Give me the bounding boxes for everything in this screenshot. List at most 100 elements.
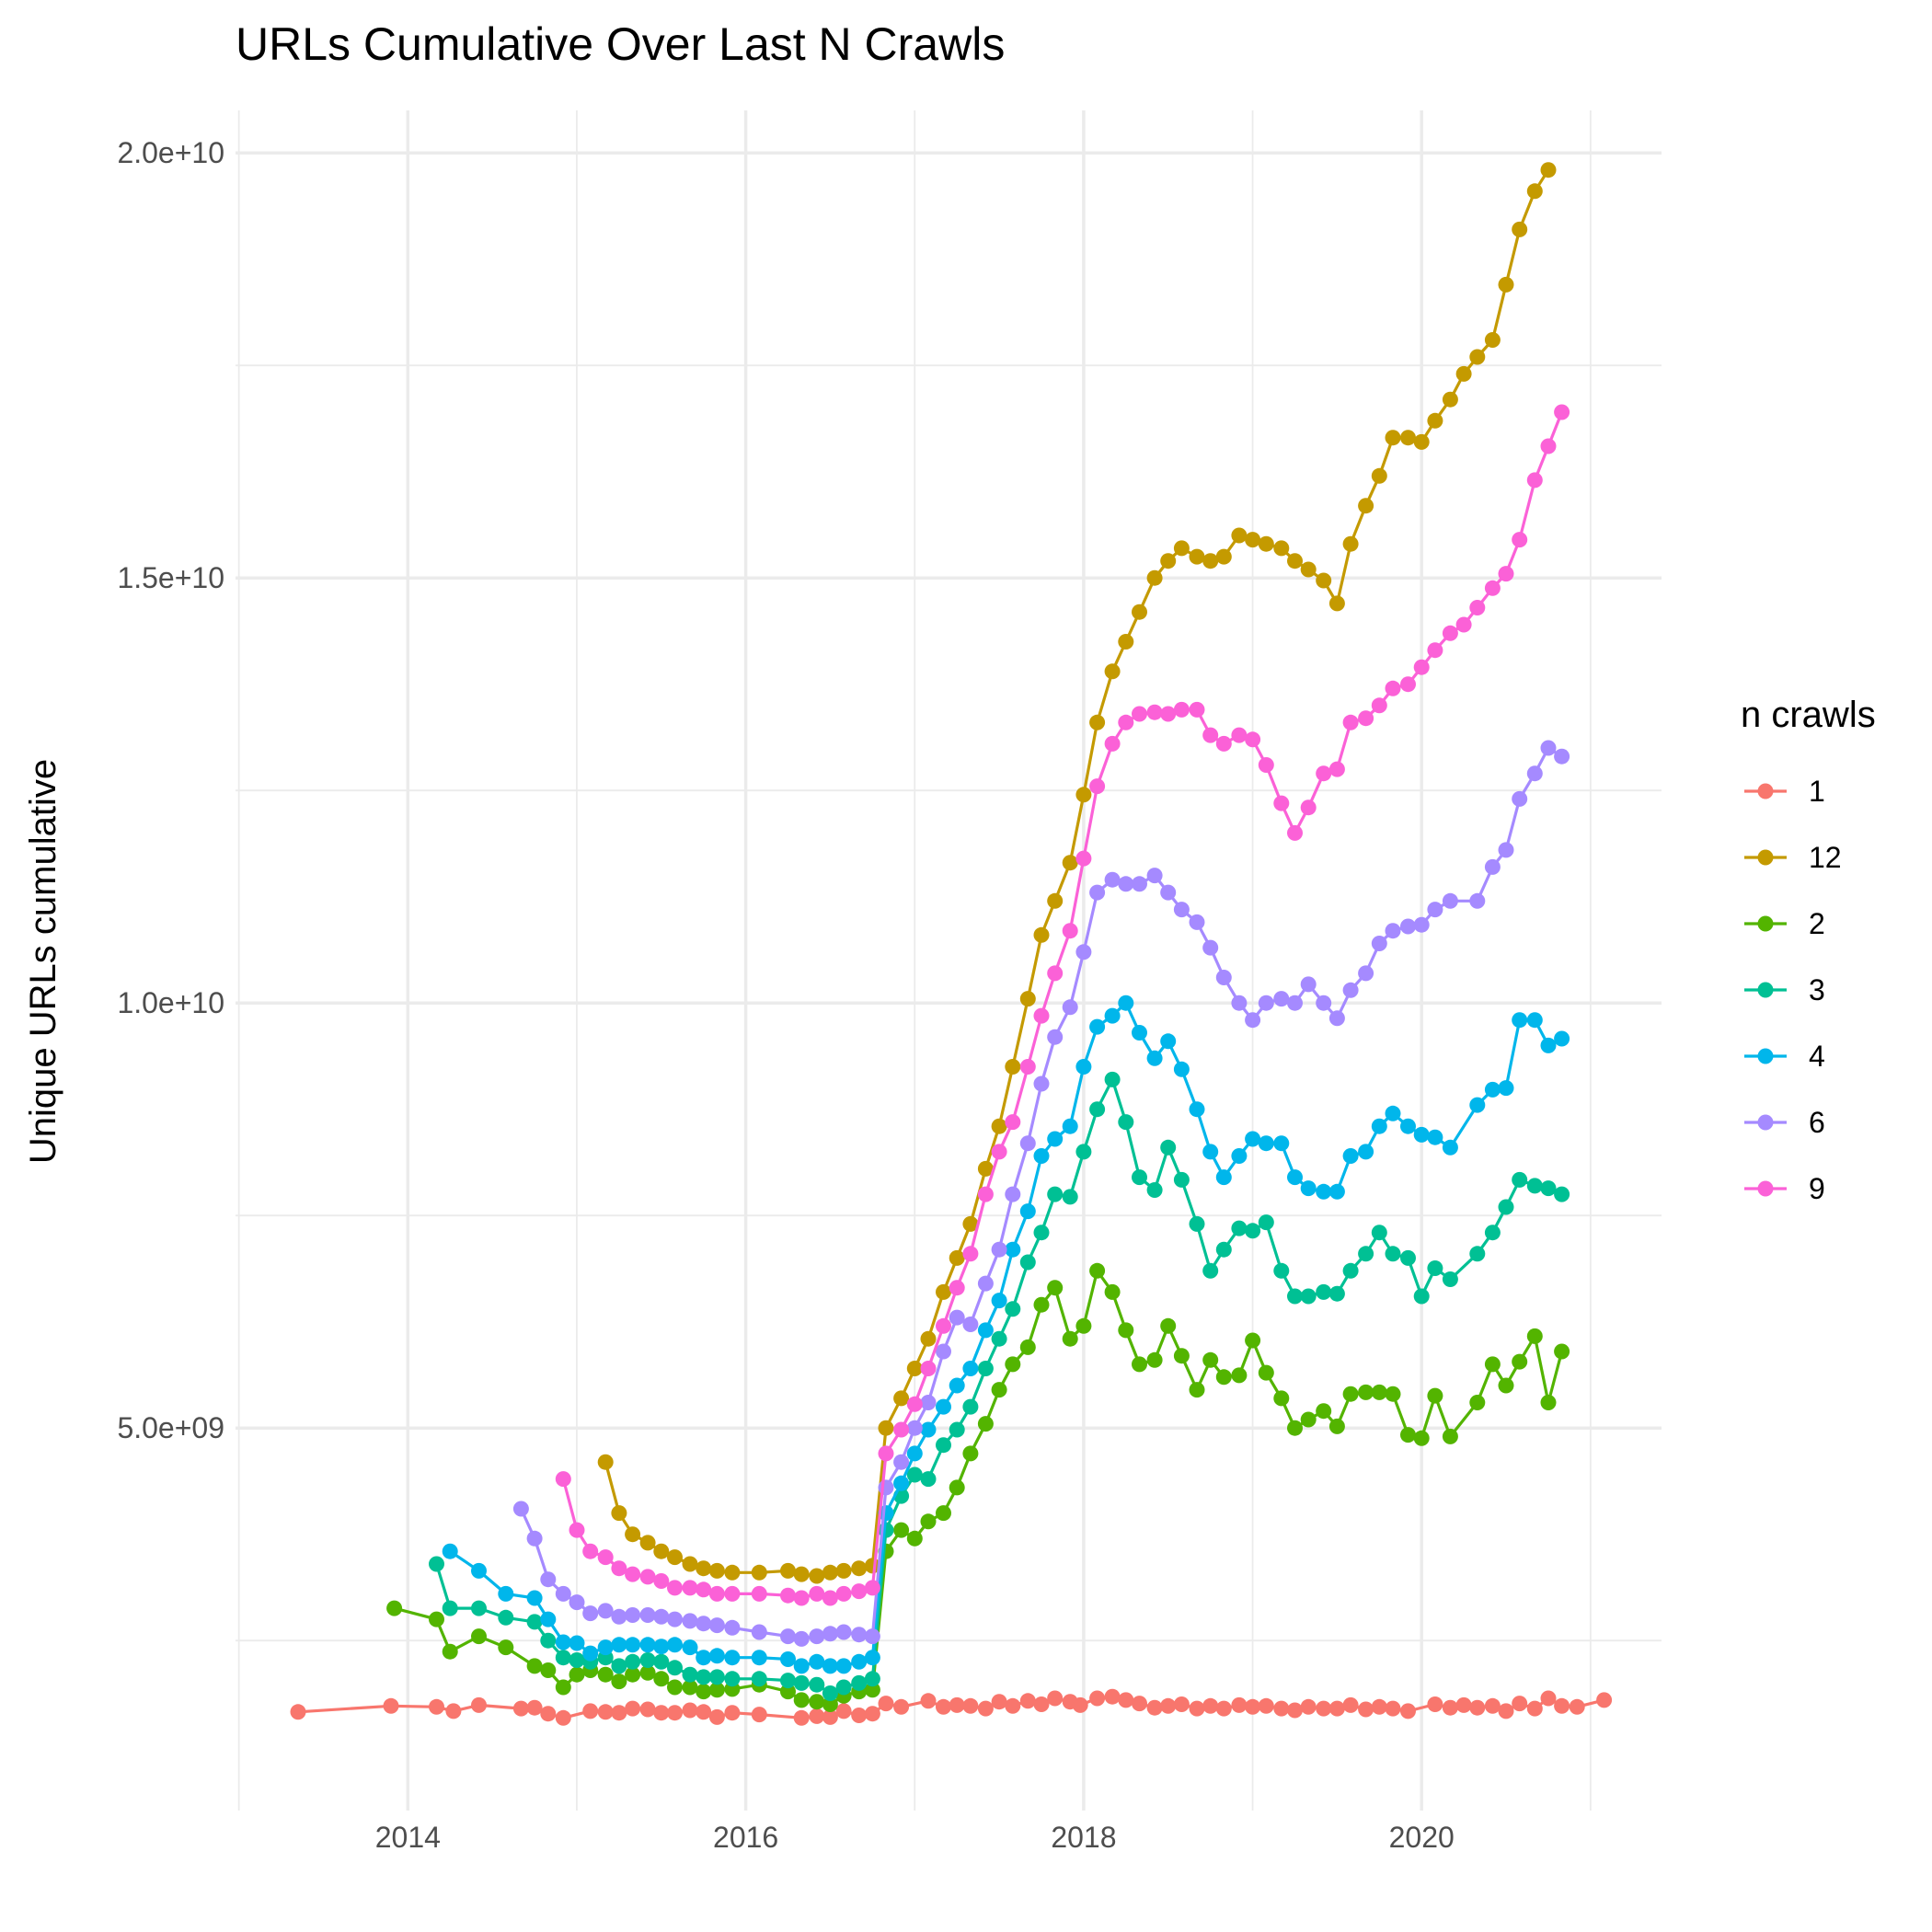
data-point (1300, 1180, 1317, 1197)
data-point (1047, 965, 1064, 982)
data-point (751, 1671, 767, 1687)
data-point (949, 1696, 965, 1713)
data-point (1146, 1182, 1163, 1198)
data-point (1442, 892, 1458, 909)
y-tick-label: 1.0e+10 (117, 986, 224, 1019)
data-point (1328, 761, 1345, 777)
data-point (1287, 1288, 1303, 1305)
data-point (1540, 1690, 1557, 1707)
data-point (780, 1651, 796, 1667)
data-point (1287, 1169, 1303, 1186)
data-point (1273, 1390, 1290, 1407)
data-point (809, 1585, 825, 1602)
data-point (1316, 1183, 1332, 1200)
legend-label: 4 (1809, 1040, 1825, 1073)
data-point (835, 1703, 852, 1719)
data-point (1385, 1105, 1401, 1121)
data-point (977, 1186, 994, 1202)
y-tick-label: 1.5e+10 (117, 561, 224, 594)
data-point (1160, 706, 1177, 722)
data-point (1498, 566, 1514, 582)
data-point (1484, 332, 1501, 348)
data-point (1498, 842, 1514, 858)
data-point (1498, 1080, 1514, 1097)
data-point (1554, 1186, 1570, 1202)
data-point (569, 1594, 585, 1611)
data-point (851, 1708, 868, 1723)
data-point (708, 1669, 725, 1685)
data-point (696, 1704, 712, 1720)
data-point (780, 1684, 796, 1700)
data-point (1469, 892, 1486, 909)
data-point (1540, 1180, 1557, 1197)
data-point (893, 1522, 910, 1538)
data-point (977, 1361, 994, 1376)
data-point (639, 1664, 656, 1681)
data-point (1033, 1148, 1050, 1164)
series-layer (290, 162, 1613, 1726)
data-point (1118, 1322, 1134, 1339)
data-point (1328, 1285, 1345, 1302)
data-point (1173, 902, 1190, 918)
data-point (1089, 1101, 1106, 1118)
data-point (1342, 1386, 1359, 1402)
data-point (1104, 1071, 1121, 1087)
data-point (526, 1658, 543, 1674)
data-point (1400, 1249, 1416, 1266)
data-point (290, 1704, 306, 1720)
data-point (1245, 1223, 1261, 1239)
data-point (1231, 1220, 1248, 1236)
data-point (1189, 1215, 1205, 1232)
data-point (1215, 548, 1232, 565)
data-point (498, 1609, 514, 1626)
data-point (708, 1617, 725, 1634)
data-point (667, 1705, 683, 1721)
data-point (555, 1679, 571, 1696)
data-point (780, 1562, 796, 1579)
data-point (1512, 221, 1528, 237)
data-point (977, 1322, 994, 1339)
data-point (1400, 676, 1416, 693)
data-point (724, 1671, 741, 1687)
data-point (1215, 1241, 1232, 1258)
data-point (1371, 697, 1387, 714)
data-point (696, 1560, 712, 1577)
data-point (977, 1275, 994, 1292)
data-point (1300, 1698, 1317, 1715)
legend-key-marker (1757, 915, 1774, 932)
data-point (793, 1709, 810, 1726)
data-point (1540, 1037, 1557, 1053)
data-point (1231, 1696, 1248, 1713)
data-point (920, 1513, 937, 1530)
data-point (1146, 569, 1163, 586)
data-point (724, 1650, 741, 1666)
x-tick-label: 2018 (1051, 1821, 1116, 1854)
data-point (1258, 1135, 1274, 1152)
data-point (1385, 1700, 1401, 1717)
data-point (1526, 765, 1543, 782)
data-point (1287, 1702, 1303, 1719)
data-point (597, 1603, 614, 1619)
data-point (1189, 548, 1205, 565)
data-point (1540, 1395, 1557, 1410)
data-point (1300, 561, 1317, 578)
data-point (1484, 1225, 1501, 1241)
data-point (1300, 799, 1317, 816)
data-point (864, 1671, 880, 1687)
data-point (1442, 391, 1458, 408)
data-point (1019, 1059, 1036, 1075)
data-point (1316, 765, 1332, 782)
x-axis-ticks: 2014 2016 2018 2020 (375, 1821, 1455, 1854)
data-point (1132, 1169, 1147, 1186)
data-point (793, 1674, 810, 1691)
data-point (1019, 991, 1036, 1007)
data-point (653, 1573, 670, 1589)
data-point (962, 1697, 979, 1714)
data-point (1258, 535, 1274, 552)
legend-label: 3 (1809, 973, 1825, 1006)
data-point (793, 1692, 810, 1708)
data-point (977, 1160, 994, 1177)
data-point (1258, 757, 1274, 773)
data-point (1287, 824, 1303, 841)
data-point (1005, 1241, 1021, 1258)
